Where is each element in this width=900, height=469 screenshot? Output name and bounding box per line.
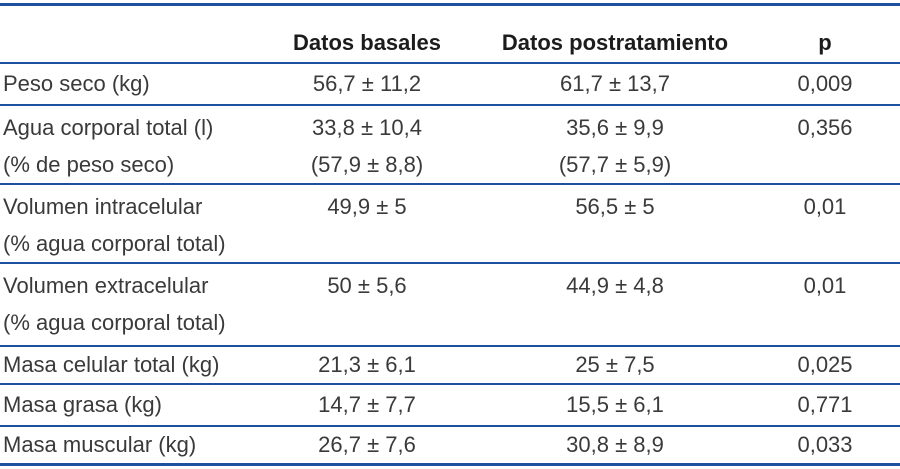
table-row-volumen-intracelular: Volumen intracelular (% agua corporal to… <box>0 185 900 264</box>
results-table: Datos basales Datos postratamiento p Pes… <box>0 3 900 466</box>
cell-post-line2: (57,7 ± 5,9) <box>558 152 672 177</box>
row-label: Volumen extracelular (% agua corporal to… <box>0 267 272 341</box>
row-label-line1: Volumen extracelular <box>3 273 209 298</box>
table-row-volumen-extracelular: Volumen extracelular (% agua corporal to… <box>0 264 900 347</box>
cell-basal-line1: 49,9 ± 5 <box>327 194 407 219</box>
row-label-line2: (% de peso seco) <box>3 152 175 177</box>
cell-basal: 26,7 ± 7,6 <box>318 432 416 457</box>
cell-post: 61,7 ± 13,7 <box>560 71 670 96</box>
row-label: Masa celular total (kg) <box>3 352 220 377</box>
table-row-masa-grasa: Masa grasa (kg) 14,7 ± 7,7 15,5 ± 6,1 0,… <box>0 385 900 427</box>
cell-post: 44,9 ± 4,8 <box>462 267 768 304</box>
cell-p: 0,009 <box>797 71 853 96</box>
cell-post-line1: 44,9 ± 4,8 <box>566 273 664 298</box>
cell-post-line1: 56,5 ± 5 <box>575 194 655 219</box>
row-label-line2: (% agua corporal total) <box>3 231 226 256</box>
cell-post-line1: 35,6 ± 9,9 <box>566 115 664 140</box>
row-label-line1: Volumen intracelular <box>3 194 203 219</box>
row-label: Masa grasa (kg) <box>3 392 162 417</box>
table-row-masa-muscular: Masa muscular (kg) 26,7 ± 7,6 30,8 ± 8,9… <box>0 427 900 463</box>
column-header-basal: Datos basales <box>293 30 441 55</box>
cell-p-line1: 0,356 <box>797 115 853 140</box>
row-label-line1: Agua corporal total (l) <box>3 115 214 140</box>
cell-basal: 21,3 ± 6,1 <box>318 352 416 377</box>
cell-post: 30,8 ± 8,9 <box>566 432 664 457</box>
cell-basal-line2: (57,9 ± 8,8) <box>310 152 424 177</box>
cell-post: 35,6 ± 9,9 (57,7 ± 5,9) <box>462 109 768 183</box>
cell-basal: 49,9 ± 5 <box>272 188 462 225</box>
cell-basal: 50 ± 5,6 <box>272 267 462 304</box>
cell-p: 0,771 <box>797 392 853 417</box>
table-row-agua-corporal: Agua corporal total (l) (% de peso seco)… <box>0 106 900 185</box>
cell-post: 56,5 ± 5 <box>462 188 768 225</box>
cell-p-line1: 0,01 <box>803 273 847 298</box>
cell-post: 15,5 ± 6,1 <box>566 392 664 417</box>
cell-p-line1: 0,01 <box>803 194 847 219</box>
table-row-masa-celular: Masa celular total (kg) 21,3 ± 6,1 25 ± … <box>0 347 900 385</box>
row-label: Agua corporal total (l) (% de peso seco) <box>0 109 272 183</box>
cell-p: 0,356 <box>768 109 900 146</box>
cell-p: 0,033 <box>797 432 853 457</box>
cell-basal-line1: 33,8 ± 10,4 <box>312 115 422 140</box>
cell-basal: 33,8 ± 10,4 (57,9 ± 8,8) <box>272 109 462 183</box>
row-label: Masa muscular (kg) <box>3 432 197 457</box>
cell-p: 0,01 <box>768 267 900 304</box>
cell-basal: 14,7 ± 7,7 <box>318 392 416 417</box>
table-row-peso-seco: Peso seco (kg) 56,7 ± 11,2 61,7 ± 13,7 0… <box>0 64 900 106</box>
column-header-post: Datos postratamiento <box>501 30 729 55</box>
table-header-row: Datos basales Datos postratamiento p <box>0 6 900 64</box>
row-label: Volumen intracelular (% agua corporal to… <box>0 188 272 262</box>
row-label-line2: (% agua corporal total) <box>3 310 226 335</box>
cell-basal: 56,7 ± 11,2 <box>312 71 422 96</box>
cell-basal-line1: 50 ± 5,6 <box>327 273 407 298</box>
cell-post: 25 ± 7,5 <box>575 352 655 377</box>
cell-p: 0,01 <box>768 188 900 225</box>
row-label: Peso seco (kg) <box>3 71 150 96</box>
cell-p: 0,025 <box>797 352 853 377</box>
column-header-p: p <box>818 30 832 55</box>
